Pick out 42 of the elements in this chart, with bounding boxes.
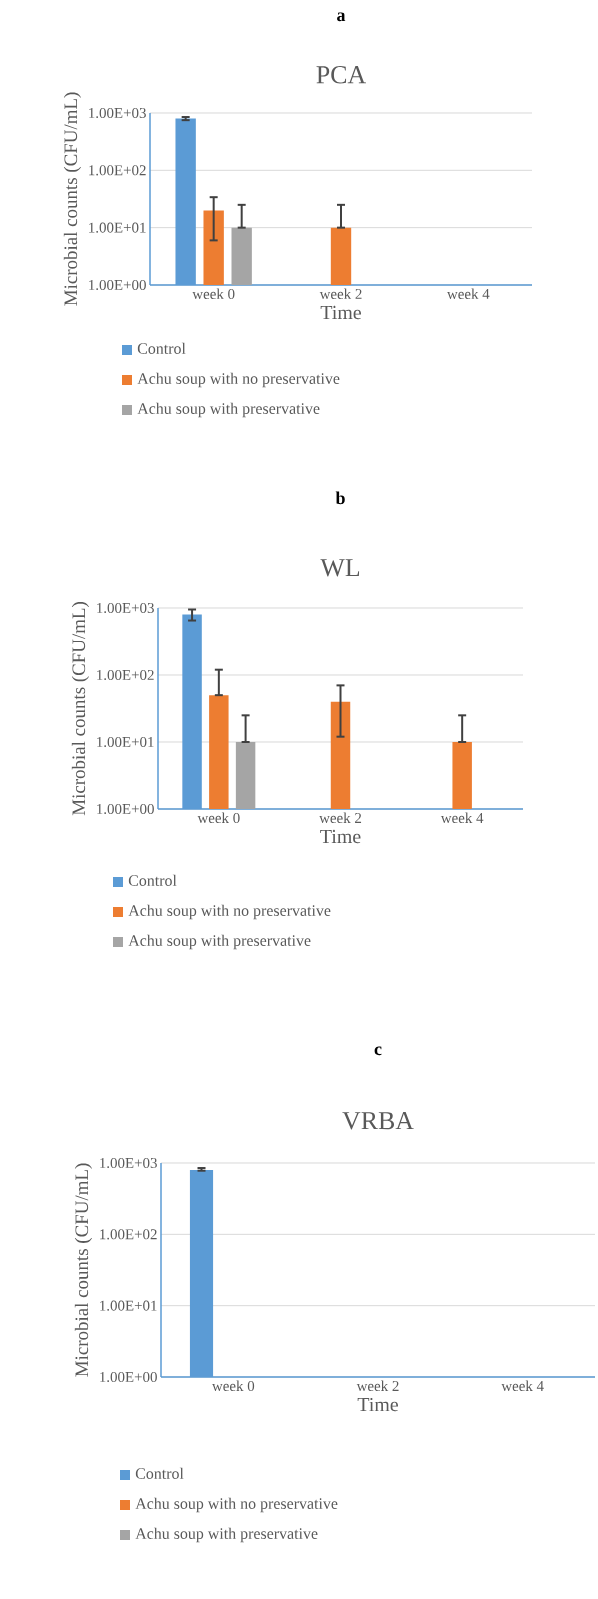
- y-tick-label: 1.00E+03: [97, 602, 154, 614]
- text: b: [335, 491, 345, 505]
- x-axis-title: Time: [320, 305, 361, 320]
- x-tick-label: week 0: [192, 288, 235, 300]
- legend-label: Achu soup with preservative: [137, 402, 320, 418]
- legend-label: Achu soup with no preservative: [137, 372, 340, 388]
- text: a: [337, 12, 346, 22]
- x-tick-label: week 0: [211, 1380, 255, 1392]
- x-axis-title: Time: [357, 1397, 398, 1412]
- chart-title: WL: [320, 559, 360, 577]
- y-tick-label: 1.00E+01: [97, 736, 154, 748]
- legend-label: Control: [128, 874, 177, 886]
- y-tick-label: 1.00E+00: [89, 279, 146, 291]
- text: c: [374, 1046, 382, 1056]
- x-tick-label: week 4: [440, 812, 484, 824]
- y-tick-label: 1.00E+00: [97, 803, 154, 815]
- x-tick-label: week 4: [501, 1380, 544, 1392]
- x-tick-label: week 2: [356, 1380, 399, 1392]
- chart-title: VRBA: [342, 1112, 414, 1130]
- legend-label: Control: [137, 342, 186, 354]
- x-tick-label: week 4: [446, 288, 490, 300]
- x-tick-label: week 0: [197, 812, 240, 824]
- y-tick-label: 1.00E+02: [97, 669, 154, 681]
- y-axis-title: Microbial counts (CFU/mL): [71, 602, 89, 816]
- y-tick-label: 1.00E+01: [100, 1300, 157, 1311]
- y-tick-label: 1.00E+02: [89, 165, 146, 176]
- legend-label: Achu soup with preservative: [128, 934, 311, 950]
- y-tick-label: 1.00E+03: [100, 1157, 157, 1169]
- legend-label: Achu soup with no preservative: [128, 904, 331, 920]
- y-tick-label: 1.00E+01: [89, 222, 146, 233]
- y-tick-label: 1.00E+00: [100, 1371, 157, 1383]
- x-tick-label: week 2: [319, 288, 362, 300]
- y-axis-title: Microbial counts (CFU/mL): [63, 92, 81, 306]
- y-tick-label: 1.00E+02: [100, 1229, 157, 1240]
- legend-label: Achu soup with preservative: [135, 1527, 318, 1543]
- x-tick-label: week 2: [319, 812, 362, 824]
- x-axis-title: Time: [320, 829, 361, 844]
- chart-title: PCA: [316, 66, 366, 84]
- legend-label: Control: [135, 1467, 184, 1479]
- y-axis-title: Microbial counts (CFU/mL): [74, 1163, 92, 1377]
- y-tick-label: 1.00E+03: [89, 107, 146, 119]
- legend-label: Achu soup with no preservative: [135, 1497, 338, 1513]
